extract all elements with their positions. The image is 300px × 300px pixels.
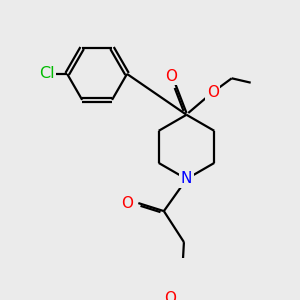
Text: O: O bbox=[207, 85, 219, 100]
Text: N: N bbox=[181, 172, 192, 187]
Text: Cl: Cl bbox=[39, 66, 54, 81]
Text: O: O bbox=[165, 69, 177, 84]
Text: O: O bbox=[164, 291, 176, 300]
Text: O: O bbox=[121, 196, 133, 211]
